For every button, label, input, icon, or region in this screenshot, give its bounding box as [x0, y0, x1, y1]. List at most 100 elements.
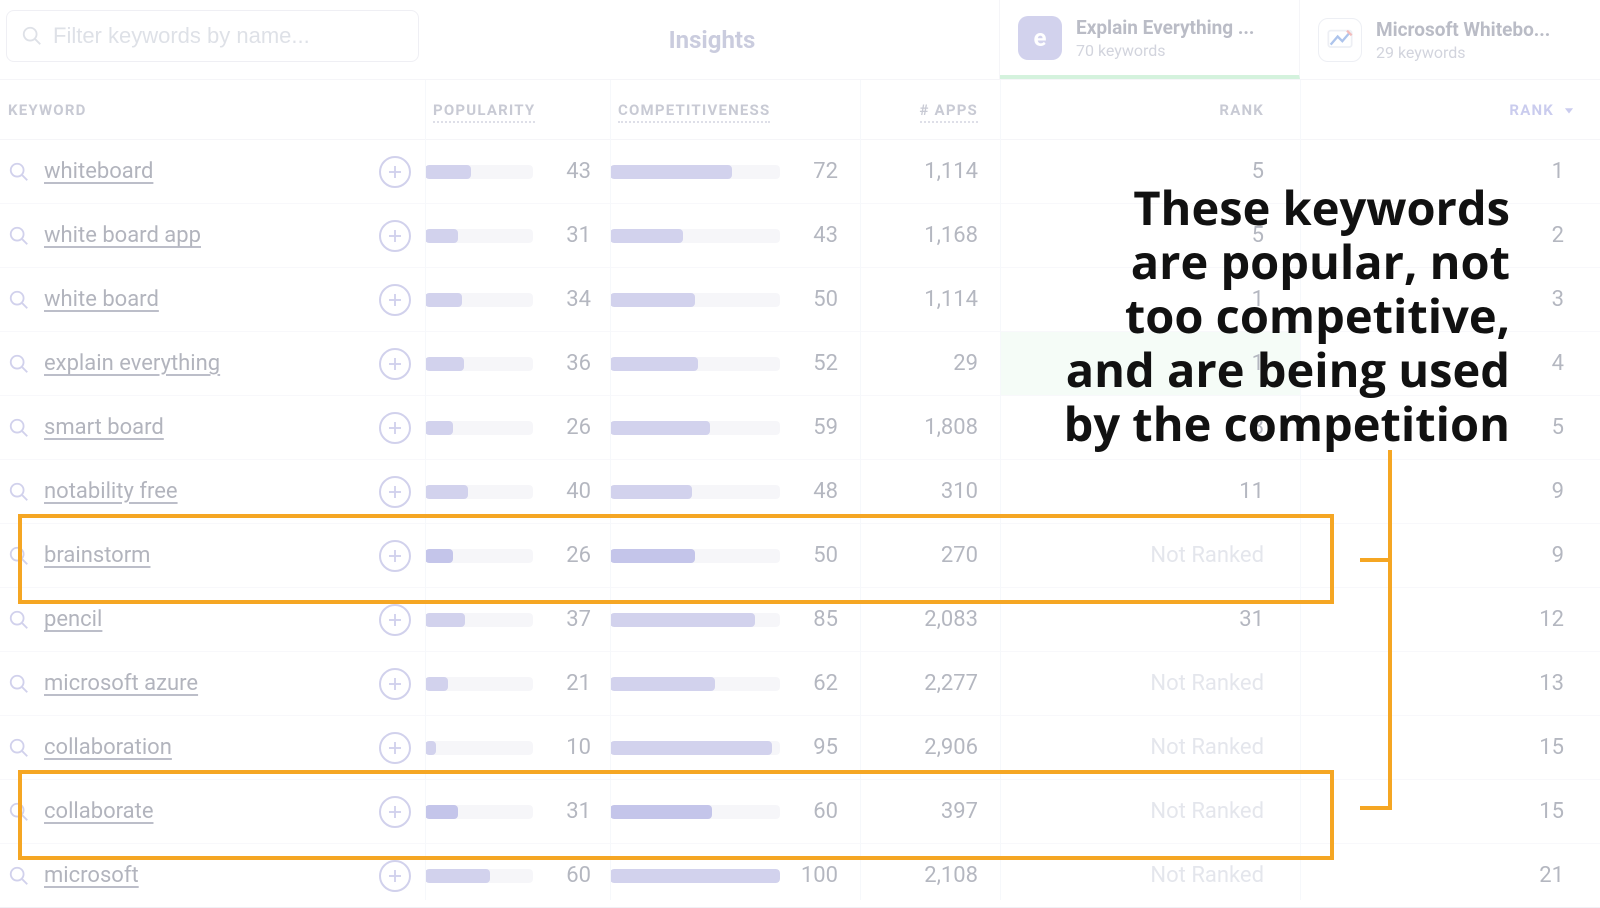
connector-line: [1388, 450, 1392, 810]
keyword-name[interactable]: smart board: [44, 415, 365, 440]
search-icon[interactable]: [8, 481, 30, 503]
add-keyword-button[interactable]: [379, 284, 411, 316]
rank-app2: 15: [1300, 799, 1600, 824]
competitiveness-cell: 50: [610, 287, 860, 312]
add-keyword-button[interactable]: [379, 156, 411, 188]
popularity-cell: 10: [425, 735, 610, 760]
keyword-name[interactable]: brainstorm: [44, 543, 365, 568]
connector-line: [1360, 558, 1390, 562]
search-icon[interactable]: [8, 865, 30, 887]
table-row: brainstorm 2650270Not Ranked9: [0, 524, 1600, 588]
col-competitiveness[interactable]: COMPETITIVENESS: [610, 101, 860, 119]
popularity-cell: 34: [425, 287, 610, 312]
search-icon[interactable]: [8, 673, 30, 695]
rank-app2: 9: [1300, 543, 1600, 568]
app-tab-0[interactable]: e Explain Everything ... 70 keywords: [1000, 0, 1300, 79]
rank-app1: Not Ranked: [1000, 863, 1300, 888]
popularity-cell: 43: [425, 159, 610, 184]
annotation-text: These keywords are popular, not too comp…: [1060, 180, 1510, 450]
competitiveness-cell: 60: [610, 799, 860, 824]
popularity-cell: 26: [425, 415, 610, 440]
add-keyword-button[interactable]: [379, 796, 411, 828]
popularity-cell: 36: [425, 351, 610, 376]
keyword-name[interactable]: notability free: [44, 479, 365, 504]
table-row: collaboration 10952,906Not Ranked15: [0, 716, 1600, 780]
col-apps[interactable]: # APPS: [860, 101, 1000, 119]
keyword-name[interactable]: microsoft azure: [44, 671, 365, 696]
col-rank-1[interactable]: RANK: [1000, 101, 1300, 119]
sort-icon: [1562, 103, 1576, 117]
add-keyword-button[interactable]: [379, 412, 411, 444]
keyword-filter[interactable]: [6, 10, 419, 62]
apps-count: 2,906: [860, 735, 1000, 760]
rank-app1: 31: [1000, 607, 1300, 632]
popularity-cell: 26: [425, 543, 610, 568]
app-icon-1: [1318, 18, 1362, 62]
search-icon[interactable]: [8, 225, 30, 247]
apps-count: 2,083: [860, 607, 1000, 632]
popularity-cell: 21: [425, 671, 610, 696]
popularity-cell: 60: [425, 863, 610, 888]
col-keyword[interactable]: KEYWORD: [0, 101, 425, 119]
keyword-name[interactable]: pencil: [44, 607, 365, 632]
keyword-name[interactable]: whiteboard: [44, 159, 365, 184]
rank-app2: 15: [1300, 735, 1600, 760]
connector-line: [1360, 806, 1390, 810]
competitiveness-cell: 85: [610, 607, 860, 632]
filter-wrap: [0, 0, 425, 79]
add-keyword-button[interactable]: [379, 732, 411, 764]
tab-insights[interactable]: Insights: [425, 0, 1000, 79]
rank-app1: Not Ranked: [1000, 735, 1300, 760]
add-keyword-button[interactable]: [379, 604, 411, 636]
app-sub-1: 29 keywords: [1376, 43, 1550, 62]
apps-count: 2,108: [860, 863, 1000, 888]
keyword-name[interactable]: collaborate: [44, 799, 365, 824]
apps-count: 397: [860, 799, 1000, 824]
rank-app1: Not Ranked: [1000, 671, 1300, 696]
search-icon[interactable]: [8, 737, 30, 759]
add-keyword-button[interactable]: [379, 476, 411, 508]
keyword-name[interactable]: explain everything: [44, 351, 365, 376]
apps-count: 270: [860, 543, 1000, 568]
add-keyword-button[interactable]: [379, 860, 411, 892]
apps-count: 1,114: [860, 287, 1000, 312]
search-icon[interactable]: [8, 353, 30, 375]
competitiveness-cell: 95: [610, 735, 860, 760]
search-icon[interactable]: [8, 161, 30, 183]
filter-input[interactable]: [53, 23, 404, 49]
add-keyword-button[interactable]: [379, 668, 411, 700]
competitiveness-cell: 72: [610, 159, 860, 184]
col-rank-2[interactable]: RANK: [1300, 101, 1600, 119]
popularity-cell: 31: [425, 223, 610, 248]
rank-app2: 9: [1300, 479, 1600, 504]
keyword-name[interactable]: microsoft: [44, 863, 365, 888]
col-popularity[interactable]: POPULARITY: [425, 101, 610, 119]
search-icon[interactable]: [8, 289, 30, 311]
rank-app1: Not Ranked: [1000, 543, 1300, 568]
add-keyword-button[interactable]: [379, 348, 411, 380]
keyword-name[interactable]: white board: [44, 287, 365, 312]
add-keyword-button[interactable]: [379, 220, 411, 252]
competitiveness-cell: 43: [610, 223, 860, 248]
competitiveness-cell: 100: [610, 863, 860, 888]
competitiveness-cell: 48: [610, 479, 860, 504]
search-icon[interactable]: [8, 417, 30, 439]
popularity-cell: 40: [425, 479, 610, 504]
header-row: Insights e Explain Everything ... 70 key…: [0, 0, 1600, 80]
keyword-name[interactable]: collaboration: [44, 735, 365, 760]
add-keyword-button[interactable]: [379, 540, 411, 572]
table-row: microsoft 601002,108Not Ranked21: [0, 844, 1600, 908]
keyword-name[interactable]: white board app: [44, 223, 365, 248]
competitiveness-cell: 50: [610, 543, 860, 568]
app-sub-0: 70 keywords: [1076, 41, 1254, 60]
search-icon[interactable]: [8, 545, 30, 567]
app-icon-0: e: [1018, 16, 1062, 60]
app-tab-1[interactable]: Microsoft Whitebo... 29 keywords: [1300, 0, 1600, 79]
table-row: microsoft azure 21622,277Not Ranked13: [0, 652, 1600, 716]
apps-count: 1,808: [860, 415, 1000, 440]
apps-count: 1,168: [860, 223, 1000, 248]
table-row: pencil 37852,0833112: [0, 588, 1600, 652]
rank-app1: Not Ranked: [1000, 799, 1300, 824]
search-icon[interactable]: [8, 609, 30, 631]
search-icon[interactable]: [8, 801, 30, 823]
